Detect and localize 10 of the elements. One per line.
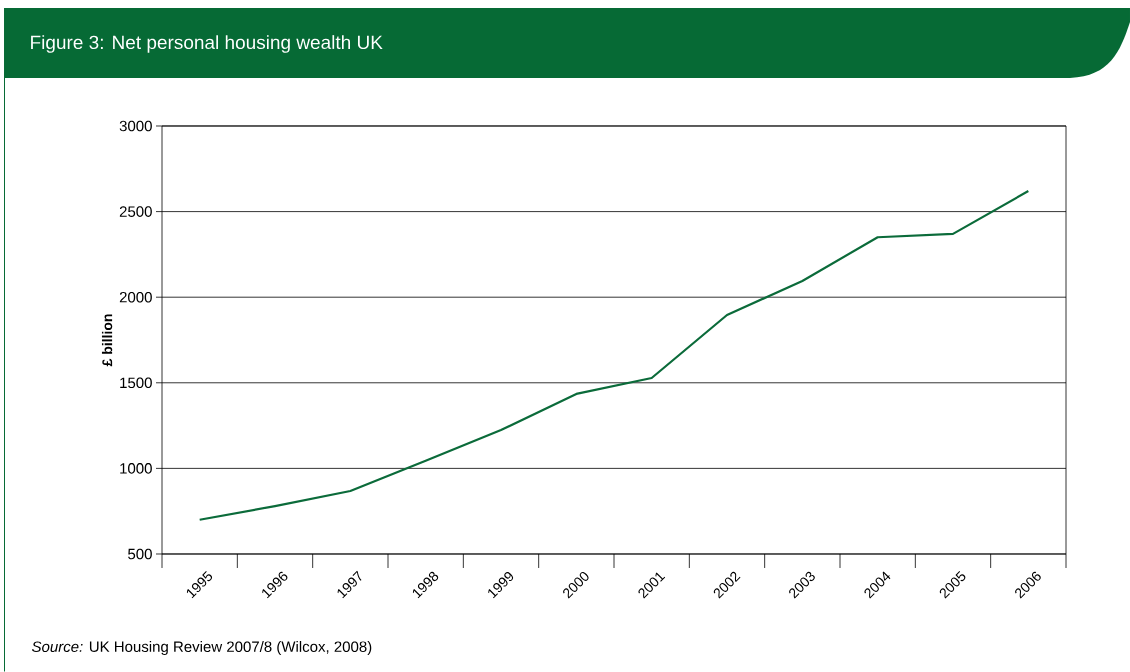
y-tick-label: 1000	[120, 463, 152, 474]
y-tick-label: 500	[128, 548, 152, 560]
y-tick-label: 1500	[120, 377, 152, 389]
line-series	[198, 189, 1030, 521]
y-tick-label: 2500	[119, 206, 152, 217]
y-tick-label: 2000	[119, 291, 152, 303]
y-tick-label: 3000	[119, 120, 152, 132]
chart-title: Figure 3: Net personal housing wealth UK	[31, 35, 383, 53]
text: Source: UK Housing Review 2007/8 (Wilcox, 2008)	[31, 640, 372, 655]
y-axis-title: £ billion	[101, 314, 113, 367]
